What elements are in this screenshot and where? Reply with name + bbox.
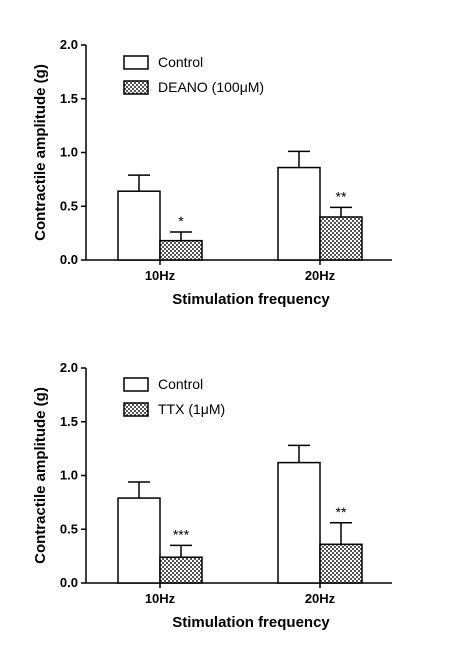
y-tick-label: 1.0 xyxy=(60,145,78,160)
x-axis-title: Stimulation frequency xyxy=(172,614,330,631)
legend-label: DEANO (100μM) xyxy=(158,79,264,95)
y-tick-label: 1.5 xyxy=(60,414,78,429)
y-tick-label: 0.0 xyxy=(60,252,78,267)
legend-swatch xyxy=(123,55,149,70)
legend-label: Control xyxy=(158,54,203,70)
y-tick-label: 1.0 xyxy=(60,468,78,483)
x-axis-title: Stimulation frequency xyxy=(172,291,330,308)
y-axis-title: Contractile amplitude (g) xyxy=(32,387,49,564)
y-tick-label: 2.0 xyxy=(60,37,78,52)
bar-checker-1 xyxy=(319,216,363,261)
significance-marker: ** xyxy=(336,504,347,520)
y-tick-label: 1.5 xyxy=(60,91,78,106)
x-tick-label: 10Hz xyxy=(145,591,176,606)
bar-white-1 xyxy=(277,166,321,261)
legend-swatch xyxy=(123,80,149,95)
bar-checker-1 xyxy=(319,543,363,584)
bar-white-0 xyxy=(117,190,161,261)
y-tick-label: 0.5 xyxy=(60,521,78,536)
significance-marker: ** xyxy=(336,188,347,204)
y-tick-label: 2.0 xyxy=(60,360,78,375)
chart-panel-bottom: 0.00.51.01.52.0*****10Hz 20HzStimulation … xyxy=(32,360,392,631)
significance-marker: *** xyxy=(173,526,190,542)
legend-swatch xyxy=(123,402,149,417)
y-tick-label: 0.5 xyxy=(60,198,78,213)
x-tick-label: 20Hz xyxy=(305,591,336,606)
y-axis-title: Contractile amplitude (g) xyxy=(32,64,49,241)
x-tick-label: 10Hz xyxy=(145,268,176,283)
legend-swatch xyxy=(123,377,149,392)
bar-checker-0 xyxy=(159,239,203,261)
bar-white-0 xyxy=(117,497,161,584)
x-tick-label: 20Hz xyxy=(305,268,336,283)
y-tick-label: 0.0 xyxy=(60,575,78,590)
bar-white-1 xyxy=(277,461,321,584)
significance-marker: * xyxy=(178,213,184,229)
bar-checker-0 xyxy=(159,556,203,584)
legend-label: Control xyxy=(158,376,203,392)
legend-label: TTX (1μM) xyxy=(158,401,225,417)
